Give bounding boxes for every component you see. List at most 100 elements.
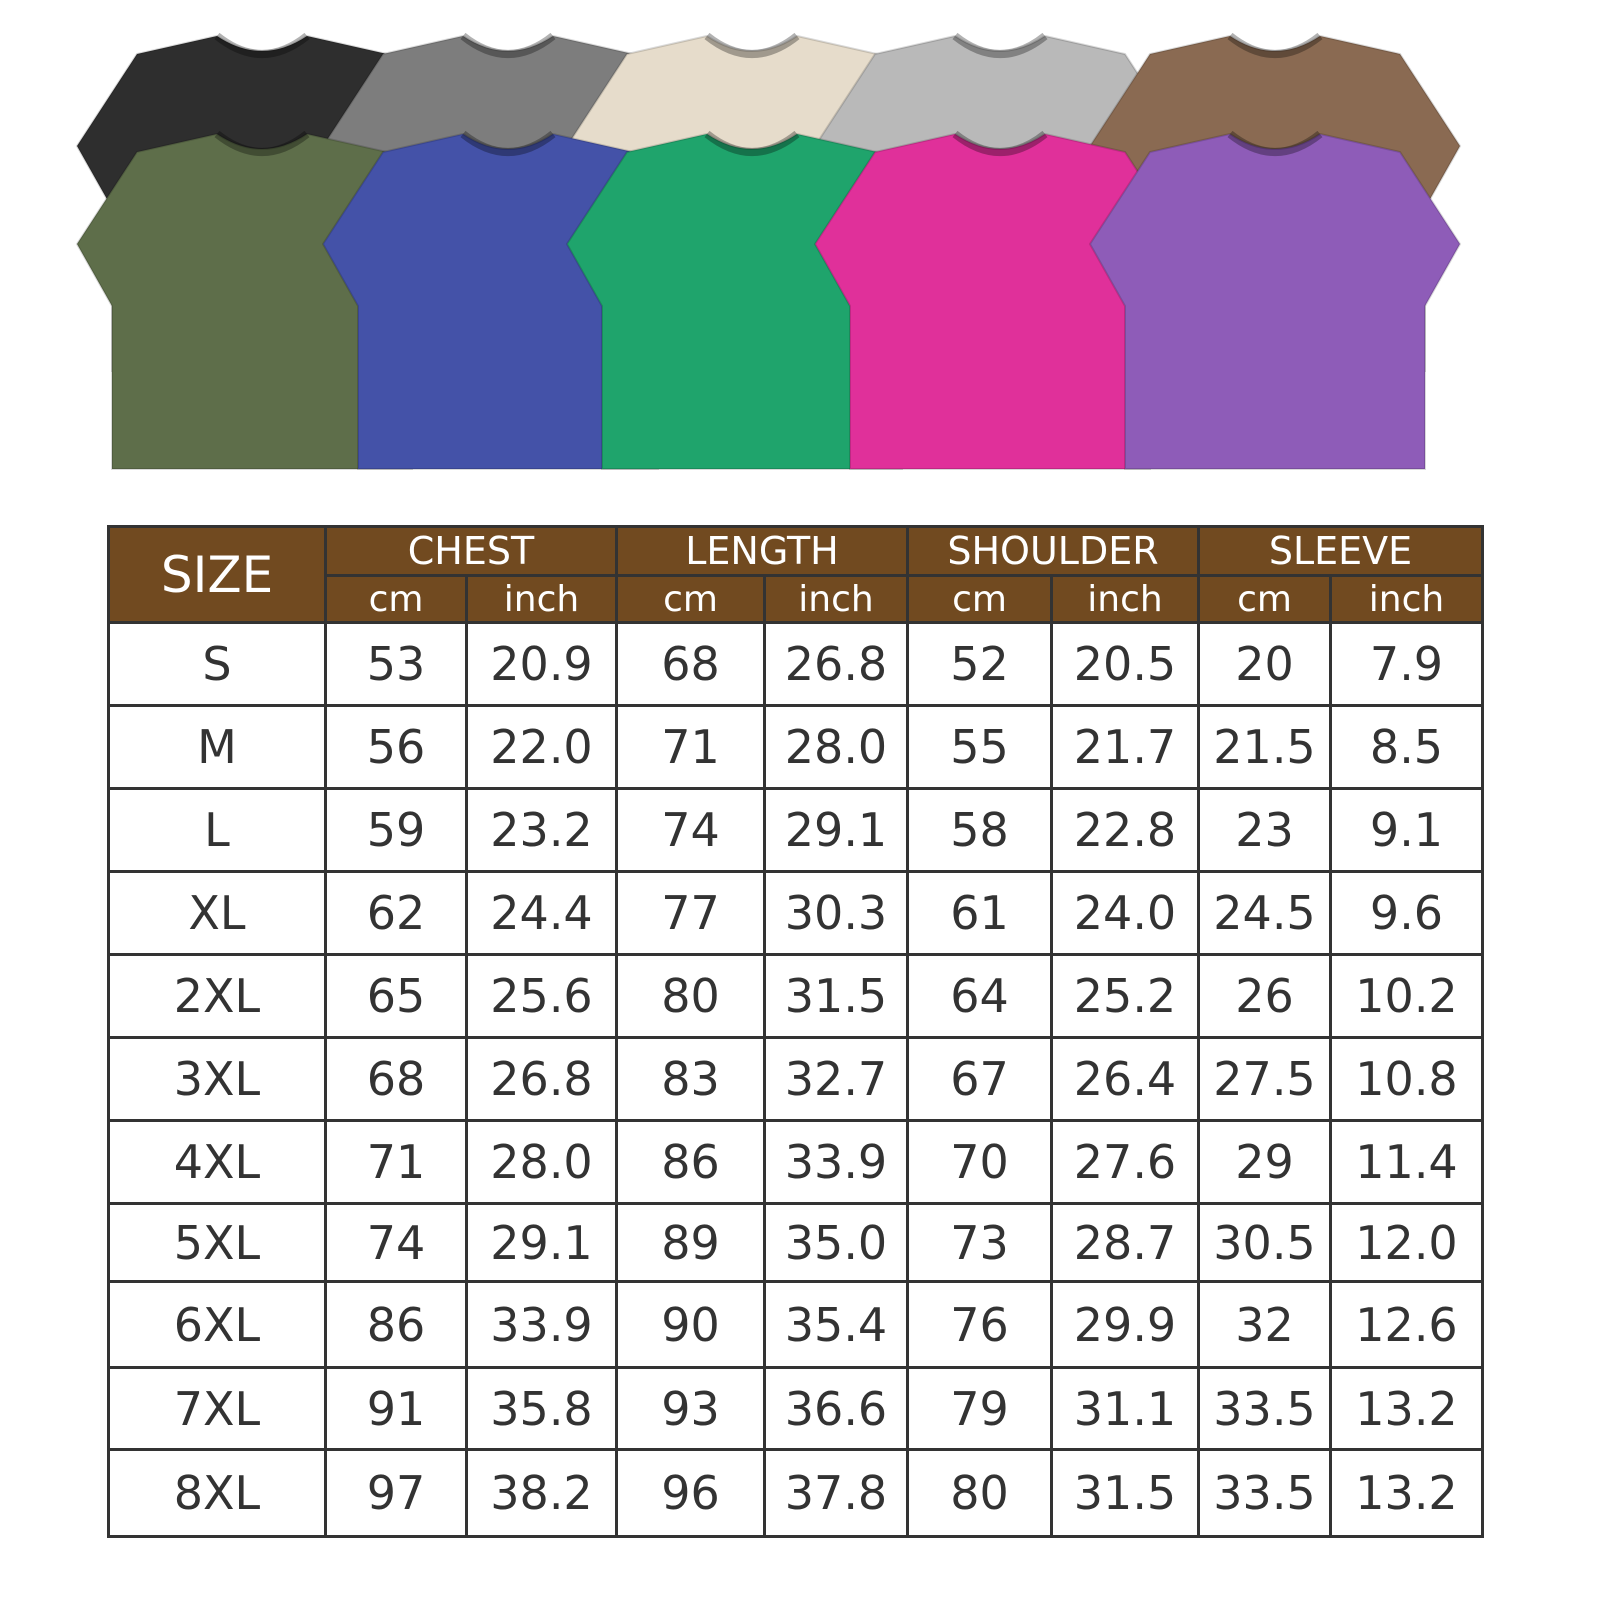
measurement-cell: 20 bbox=[1197, 621, 1332, 707]
measurement-cell: 68 bbox=[615, 621, 766, 707]
measurement-cell: 33.5 bbox=[1197, 1448, 1332, 1538]
size-cell: 6XL bbox=[107, 1280, 327, 1369]
size-cell: M bbox=[107, 704, 327, 790]
measurement-cell: 58 bbox=[906, 787, 1053, 873]
measurement-cell: 29 bbox=[1197, 1119, 1332, 1205]
measurement-cell: 30.5 bbox=[1197, 1202, 1332, 1283]
table-row: M 56 22.0 71 28.0 55 21.7 21.5 8.5 bbox=[107, 704, 1484, 790]
measurement-cell: 55 bbox=[906, 704, 1053, 790]
measurement-cell: 26.4 bbox=[1050, 1036, 1200, 1122]
size-cell: XL bbox=[107, 870, 327, 956]
measurement-cell: 80 bbox=[906, 1448, 1053, 1538]
measurement-cell: 77 bbox=[615, 870, 766, 956]
unit-header-inch: inch bbox=[1050, 575, 1200, 624]
table-row: L 59 23.2 74 29.1 58 22.8 23 9.1 bbox=[107, 787, 1484, 873]
table-row: 4XL 71 28.0 86 33.9 70 27.6 29 11.4 bbox=[107, 1119, 1484, 1205]
table-row: 2XL 65 25.6 80 31.5 64 25.2 26 10.2 bbox=[107, 953, 1484, 1039]
measurement-cell: 35.8 bbox=[465, 1366, 618, 1451]
measurement-cell: 62 bbox=[324, 870, 468, 956]
unit-header-cm: cm bbox=[1197, 575, 1332, 624]
measurement-cell: 23 bbox=[1197, 787, 1332, 873]
measurement-cell: 86 bbox=[615, 1119, 766, 1205]
measurement-cell: 26.8 bbox=[465, 1036, 618, 1122]
measurement-cell: 8.5 bbox=[1329, 704, 1484, 790]
measurement-cell: 83 bbox=[615, 1036, 766, 1122]
measurement-cell: 21.5 bbox=[1197, 704, 1332, 790]
measurement-cell: 21.7 bbox=[1050, 704, 1200, 790]
measurement-cell: 28.0 bbox=[465, 1119, 618, 1205]
shoulder-header: SHOULDER bbox=[906, 525, 1200, 577]
measurement-cell: 24.0 bbox=[1050, 870, 1200, 956]
table-row: 8XL 97 38.2 96 37.8 80 31.5 33.5 13.2 bbox=[107, 1448, 1484, 1538]
measurement-cell: 12.0 bbox=[1329, 1202, 1484, 1283]
measurement-cell: 9.1 bbox=[1329, 787, 1484, 873]
measurement-cell: 29.1 bbox=[465, 1202, 618, 1283]
size-chart-table: SIZE CHEST LENGTH SHOULDER SLEEVE cm inch… bbox=[107, 525, 1484, 1538]
tshirt-color-swatches bbox=[75, 32, 1462, 470]
measurement-cell: 61 bbox=[906, 870, 1053, 956]
measurement-cell: 93 bbox=[615, 1366, 766, 1451]
measurement-cell: 73 bbox=[906, 1202, 1053, 1283]
measurement-cell: 32.7 bbox=[763, 1036, 909, 1122]
measurement-cell: 27.6 bbox=[1050, 1119, 1200, 1205]
measurement-cell: 90 bbox=[615, 1280, 766, 1369]
size-cell: 7XL bbox=[107, 1366, 327, 1451]
measurement-cell: 80 bbox=[615, 953, 766, 1039]
measurement-cell: 13.2 bbox=[1329, 1366, 1484, 1451]
measurement-cell: 28.7 bbox=[1050, 1202, 1200, 1283]
size-cell: L bbox=[107, 787, 327, 873]
table-row: 7XL 91 35.8 93 36.6 79 31.1 33.5 13.2 bbox=[107, 1366, 1484, 1451]
measurement-cell: 26 bbox=[1197, 953, 1332, 1039]
measurement-cell: 27.5 bbox=[1197, 1036, 1332, 1122]
measurement-cell: 31.5 bbox=[1050, 1448, 1200, 1538]
measurement-cell: 91 bbox=[324, 1366, 468, 1451]
measurement-cell: 24.4 bbox=[465, 870, 618, 956]
measurement-cell: 33.9 bbox=[763, 1119, 909, 1205]
measurement-cell: 35.0 bbox=[763, 1202, 909, 1283]
measurement-cell: 31.1 bbox=[1050, 1366, 1200, 1451]
measurement-cell: 79 bbox=[906, 1366, 1053, 1451]
size-cell: S bbox=[107, 621, 327, 707]
tshirt-front-4 bbox=[813, 130, 1187, 470]
measurement-cell: 10.2 bbox=[1329, 953, 1484, 1039]
measurement-cell: 9.6 bbox=[1329, 870, 1484, 956]
measurement-cell: 20.5 bbox=[1050, 621, 1200, 707]
table-row: 5XL 74 29.1 89 35.0 73 28.7 30.5 12.0 bbox=[107, 1202, 1484, 1283]
unit-header-cm: cm bbox=[906, 575, 1053, 624]
measurement-cell: 89 bbox=[615, 1202, 766, 1283]
unit-header-inch: inch bbox=[1329, 575, 1484, 624]
size-cell: 4XL bbox=[107, 1119, 327, 1205]
size-cell: 2XL bbox=[107, 953, 327, 1039]
measurement-cell: 30.3 bbox=[763, 870, 909, 956]
measurement-cell: 20.9 bbox=[465, 621, 618, 707]
measurement-cell: 53 bbox=[324, 621, 468, 707]
size-cell: 8XL bbox=[107, 1448, 327, 1538]
sleeve-header: SLEEVE bbox=[1197, 525, 1484, 577]
unit-header-cm: cm bbox=[324, 575, 468, 624]
measurement-cell: 23.2 bbox=[465, 787, 618, 873]
measurement-cell: 11.4 bbox=[1329, 1119, 1484, 1205]
measurement-cell: 22.0 bbox=[465, 704, 618, 790]
unit-header-inch: inch bbox=[763, 575, 909, 624]
measurement-cell: 96 bbox=[615, 1448, 766, 1538]
unit-header-inch: inch bbox=[465, 575, 618, 624]
measurement-cell: 97 bbox=[324, 1448, 468, 1538]
measurement-cell: 33.5 bbox=[1197, 1366, 1332, 1451]
size-header: SIZE bbox=[107, 525, 327, 624]
size-cell: 5XL bbox=[107, 1202, 327, 1283]
unit-header-cm: cm bbox=[615, 575, 766, 624]
table-row: 6XL 86 33.9 90 35.4 76 29.9 32 12.6 bbox=[107, 1280, 1484, 1369]
measurement-cell: 71 bbox=[615, 704, 766, 790]
measurement-cell: 71 bbox=[324, 1119, 468, 1205]
measurement-cell: 68 bbox=[324, 1036, 468, 1122]
measurement-cell: 67 bbox=[906, 1036, 1053, 1122]
length-header: LENGTH bbox=[615, 525, 909, 577]
measurement-cell: 26.8 bbox=[763, 621, 909, 707]
measurement-cell: 10.8 bbox=[1329, 1036, 1484, 1122]
measurement-cell: 37.8 bbox=[763, 1448, 909, 1538]
measurement-cell: 74 bbox=[324, 1202, 468, 1283]
measurement-cell: 36.6 bbox=[763, 1366, 909, 1451]
measurement-cell: 29.1 bbox=[763, 787, 909, 873]
measurement-cell: 38.2 bbox=[465, 1448, 618, 1538]
measurement-cell: 28.0 bbox=[763, 704, 909, 790]
